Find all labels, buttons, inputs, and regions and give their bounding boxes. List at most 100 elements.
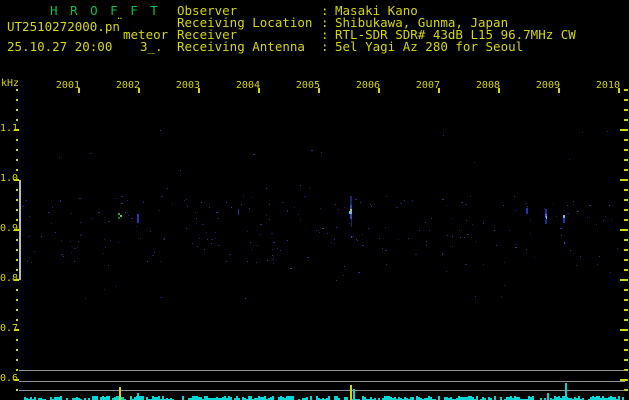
noise-bar: [610, 396, 612, 400]
noise-pixel: [385, 227, 386, 228]
info-label: Receiving Location: [177, 15, 313, 30]
noise-pixel: [589, 205, 591, 206]
freq-tick: [624, 299, 628, 301]
noise-pixel: [465, 264, 467, 265]
noise-bar: [72, 398, 74, 400]
noise-bar: [428, 396, 430, 400]
noise-pixel: [51, 223, 52, 224]
noise-pixel: [494, 230, 495, 231]
noise-pixel: [334, 239, 335, 240]
info-value: Masaki Kano: [335, 3, 418, 18]
noise-bar: [562, 396, 564, 400]
noise-pixel: [483, 264, 484, 265]
noise-pixel: [273, 263, 274, 264]
noise-pixel: [160, 130, 161, 131]
noise-pixel: [147, 261, 148, 262]
noise-pixel: [256, 262, 257, 263]
freq-unit-label: kHz: [1, 78, 20, 89]
noise-bar: [388, 396, 390, 400]
noise-pixel: [125, 212, 126, 213]
noise-bar: [194, 396, 196, 400]
noise-pixel: [515, 244, 516, 245]
noise-pixel: [251, 249, 252, 250]
freq-tick: [624, 169, 628, 171]
noise-pixel: [23, 205, 24, 206]
meteor-echo: [351, 219, 352, 227]
noise-pixel: [206, 232, 207, 233]
noise-pixel: [356, 239, 357, 240]
noise-pixel: [260, 234, 261, 235]
noise-pixel: [63, 256, 64, 257]
noise-bar: [544, 398, 546, 400]
noise-bar: [200, 397, 202, 400]
noise-pixel: [152, 255, 154, 256]
noise-pixel: [526, 249, 527, 250]
noise-bar: [362, 396, 364, 400]
noise-pixel: [475, 296, 476, 297]
noise-pixel: [71, 252, 72, 253]
noise-pixel: [81, 234, 82, 235]
noise-bar: [568, 398, 570, 400]
meteor-echo: [563, 215, 565, 218]
noise-pixel: [253, 154, 255, 155]
noise-pixel: [501, 296, 502, 297]
noise-bar: [550, 398, 552, 400]
noise-pixel: [269, 219, 270, 220]
noise-pixel: [379, 238, 380, 239]
noise-bar: [430, 397, 432, 400]
noise-bar: [364, 397, 366, 400]
info-label: Receiver: [177, 27, 238, 42]
info-value: 5el Yagi Az 280 for Seoul: [335, 39, 524, 54]
noise-bar: [494, 396, 496, 400]
noise-bar: [602, 396, 604, 400]
time-tick-label: 2005: [295, 80, 320, 91]
time-tick: [78, 88, 80, 93]
info-row: Observer: Masaki Kano: [177, 3, 576, 18]
noise-bar: [464, 397, 466, 400]
noise-pixel: [321, 152, 322, 153]
noise-pixel: [530, 220, 531, 221]
noise-spike: [353, 389, 355, 400]
noise-bar: [38, 398, 40, 400]
meteor-echo: [564, 242, 565, 244]
status-label: 3_.: [140, 39, 163, 54]
noise-pixel: [160, 297, 162, 298]
noise-pixel: [336, 227, 337, 228]
noise-spike: [137, 393, 139, 400]
noise-bar: [336, 396, 338, 400]
noise-pixel: [596, 224, 597, 225]
noise-bar: [476, 396, 478, 400]
noise-bar: [482, 397, 484, 400]
noise-bar: [190, 398, 192, 400]
noise-pixel: [41, 236, 42, 237]
meteor-echo: [238, 209, 239, 215]
noise-bar: [386, 396, 388, 400]
noise-pixel: [164, 238, 165, 239]
noise-pixel: [28, 236, 30, 237]
noise-pixel: [429, 230, 430, 231]
app-title: H R O F F T: [50, 3, 161, 18]
freq-tick-label: 1.0: [0, 173, 19, 184]
noise-pixel: [201, 202, 202, 203]
noise-pixel: [247, 231, 248, 232]
noise-pixel: [370, 204, 371, 205]
noise-bar: [558, 396, 560, 400]
noise-pixel: [131, 218, 133, 219]
reference-line: [19, 370, 625, 371]
noise-pixel: [553, 204, 554, 205]
freq-tick: [624, 209, 628, 211]
noise-pixel: [426, 245, 427, 246]
noise-bar: [220, 398, 222, 400]
noise-bar: [88, 398, 90, 400]
noise-pixel: [567, 205, 568, 206]
noise-bar: [622, 397, 624, 400]
noise-bar: [30, 397, 32, 400]
freq-tick: [624, 269, 628, 271]
noise-bar: [206, 396, 208, 400]
time-tick-label: 2007: [415, 80, 440, 91]
freq-tick: [16, 159, 18, 161]
noise-bar: [108, 396, 110, 400]
noise-pixel: [61, 240, 62, 241]
noise-pixel: [266, 188, 267, 189]
noise-pixel: [267, 260, 268, 261]
